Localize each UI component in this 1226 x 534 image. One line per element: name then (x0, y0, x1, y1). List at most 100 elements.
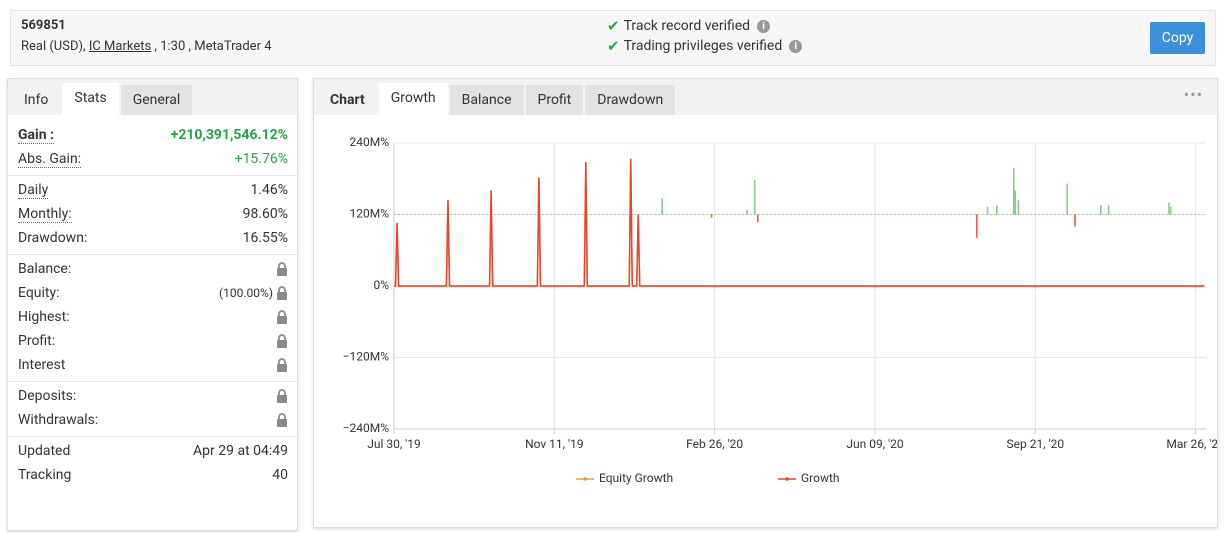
stat-label-cell: Equity: (18, 285, 60, 301)
stat-label: Highest: (18, 309, 70, 325)
stat-value: (100.00%) (219, 286, 273, 300)
daily-bar (746, 209, 748, 215)
legend-label: Equity Growth (599, 471, 673, 485)
info-icon[interactable]: i (757, 19, 771, 33)
stat-row: Equity: (100.00%) (8, 281, 297, 305)
lock-icon (277, 262, 287, 276)
stat-label: Daily (18, 182, 49, 199)
lock-icon (277, 310, 287, 324)
stat-label: Abs. Gain: (18, 151, 82, 168)
stat-value-cell: 98.60% (243, 206, 288, 222)
y-tick-label: 0% (373, 278, 389, 292)
daily-bar (986, 206, 989, 215)
daily-bar (1074, 214, 1076, 227)
stat-value: +210,391,546.12% (170, 127, 288, 143)
account-type: Real (USD), (21, 39, 89, 54)
x-tick-label: Nov 11, '19 (525, 437, 584, 451)
stats-group: Updated Apr 29 at 04:49 Tracking 40 (8, 437, 297, 491)
stat-value-cell: +210,391,546.12% (171, 127, 288, 143)
tab[interactable]: Growth (378, 83, 448, 115)
menu-button[interactable]: ••• (1183, 85, 1203, 104)
series-line (394, 158, 1205, 287)
chart-panel: Chart Growth Balance Profit Drawdown ••• 240… (313, 78, 1218, 528)
stat-row: Tracking 40 (8, 463, 297, 487)
info-icon[interactable]: i (789, 39, 803, 53)
stat-value-cell (276, 262, 288, 276)
stat-label: Interest (18, 357, 66, 373)
daily-bar (1168, 202, 1170, 215)
x-tick-label: Mar 26, '21 (1166, 437, 1217, 451)
stat-row: Abs. Gain: +15.76% (8, 147, 297, 171)
stat-row: Updated Apr 29 at 04:49 (8, 439, 297, 463)
stat-row: Monthly: 98.60% (8, 202, 297, 226)
stat-label-cell: Withdrawals: (18, 412, 98, 428)
stat-label: Profit: (18, 333, 56, 349)
account-header: 569851 Real (USD), IC Markets , 1:30 , M… (10, 10, 1216, 66)
lock-body (277, 268, 287, 276)
lock-shackle (278, 262, 286, 268)
stat-row: Gain : +210,391,546.12% (8, 123, 297, 147)
stat-value-cell (276, 413, 288, 427)
x-tick-label: Jun 09, '20 (846, 437, 904, 451)
tab[interactable]: General (120, 85, 193, 115)
tab[interactable]: Stats (62, 83, 119, 115)
daily-bar (975, 214, 978, 238)
lock-body (277, 419, 287, 427)
lock-shackle (278, 310, 286, 316)
daily-bar (1017, 200, 1020, 215)
stat-row: Daily 1.46% (8, 178, 297, 202)
stats-group: Balance: Equity: (100.00%) Highest: Profit: I… (8, 255, 297, 382)
stat-label: Gain : (18, 127, 55, 144)
stat-label-cell: Drawdown: (18, 230, 87, 246)
tab[interactable]: Profit (525, 85, 584, 115)
tab[interactable]: Drawdown (585, 85, 676, 115)
tab[interactable]: Balance (449, 85, 524, 115)
daily-bar (1169, 206, 1172, 215)
stats-group: Daily 1.46% Monthly: 98.60% Drawdown: 16.55% (8, 176, 297, 255)
stat-value: +15.76% (234, 151, 288, 167)
lock-icon (277, 389, 287, 403)
stats-tabs: Info Stats General (8, 79, 297, 115)
stat-row: Highest: (8, 305, 297, 329)
stat-value: 16.55% (242, 230, 288, 246)
check-icon: ✔ (607, 37, 620, 55)
stat-value-cell: 16.55% (243, 230, 288, 246)
stat-value-cell: 40 (272, 467, 288, 483)
stat-value-cell (276, 334, 288, 348)
tab: Chart (330, 92, 365, 108)
lock-body (277, 316, 287, 324)
tab[interactable]: Info (24, 92, 49, 108)
stat-label-cell: Balance: (18, 261, 71, 277)
lock-body (277, 340, 287, 348)
y-tick-label: 120M% (350, 207, 390, 221)
verification-text: Track record verified (623, 18, 751, 34)
stat-value-cell (276, 358, 288, 372)
stat-label-cell: Abs. Gain: (18, 151, 82, 168)
stats-group: Deposits: Withdrawals: (8, 382, 297, 437)
copy-button[interactable]: Copy (1150, 22, 1205, 54)
x-tick-label: Sep 21, '20 (1007, 437, 1065, 451)
lock-shackle (278, 286, 286, 292)
lock-icon (277, 413, 287, 427)
stat-row: Balance: (8, 257, 297, 281)
stat-label-cell: Monthly: (18, 206, 72, 223)
stat-label-cell: Deposits: (18, 388, 76, 404)
stat-label-cell: Highest: (18, 309, 70, 325)
daily-bar (1107, 205, 1110, 215)
stat-label: Withdrawals: (18, 412, 99, 428)
lock-icon (277, 286, 287, 300)
stat-row: Drawdown: 16.55% (8, 226, 297, 250)
legend-label: Growth (801, 471, 840, 485)
broker-link[interactable]: IC Markets (88, 39, 152, 54)
lock-body (277, 292, 287, 300)
daily-bar (710, 214, 713, 218)
x-tick-label: Feb 26, '20 (686, 437, 743, 451)
verification: ✔ Trading privileges verified i (607, 37, 803, 55)
stat-value-cell (276, 389, 288, 403)
stat-label-cell: Daily (18, 182, 49, 199)
account-id: 569851 (21, 18, 66, 33)
lock-icon (277, 334, 287, 348)
chart-tabs: Chart Growth Balance Profit Drawdown (314, 79, 1217, 115)
lock-body (277, 364, 287, 372)
lock-shackle (278, 413, 286, 419)
